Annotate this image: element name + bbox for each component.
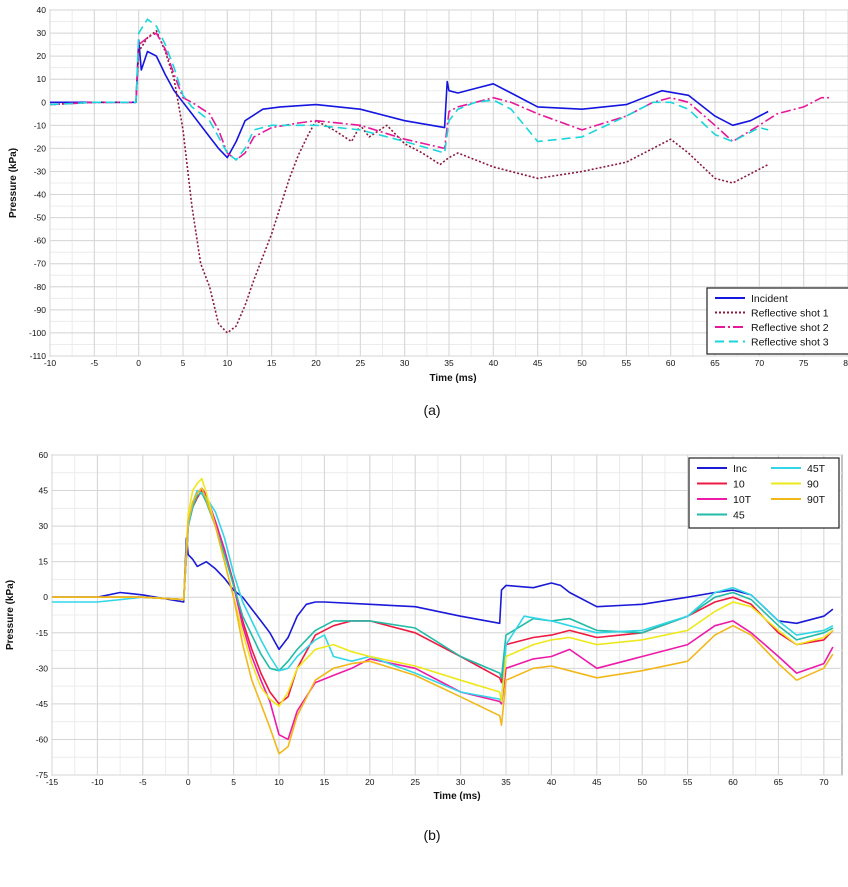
x-tick-label: 65 <box>774 777 784 787</box>
x-tick-label: 25 <box>410 777 420 787</box>
y-tick-label: -75 <box>36 770 49 780</box>
y-tick-label: -60 <box>36 734 49 744</box>
series-group <box>50 18 831 334</box>
x-tick-label: 45 <box>592 777 602 787</box>
x-tick-label: 20 <box>311 358 321 368</box>
x-tick-label: 5 <box>231 777 236 787</box>
x-tick-label: 40 <box>547 777 557 787</box>
legend-label: Reflective shot 1 <box>751 308 829 320</box>
y-tick-label: -30 <box>34 166 47 176</box>
figure-caption: (b) <box>423 827 440 843</box>
x-tick-label: 40 <box>489 358 499 368</box>
x-tick-label: 0 <box>136 358 141 368</box>
x-tick-label: -15 <box>46 777 59 787</box>
x-tick-label: 50 <box>577 358 587 368</box>
legend: Incident Reflective shot 1 Reflective shot… <box>706 287 848 355</box>
y-tick-label: -110 <box>30 351 47 361</box>
x-tick-label: 75 <box>799 358 809 368</box>
y-axis-label: Pressure (kPa) <box>5 580 16 650</box>
x-tick-label: 35 <box>501 777 511 787</box>
grid <box>51 454 842 776</box>
x-tick-label: 45 <box>533 358 543 368</box>
x-axis-label: Time (ms) <box>429 373 476 384</box>
series-line-inc <box>52 537 834 651</box>
x-tick-label: 50 <box>637 777 647 787</box>
x-tick-label: 35 <box>444 358 454 368</box>
x-tick-label: 15 <box>320 777 330 787</box>
series-line-90 <box>52 477 834 708</box>
legend-label: Inc <box>733 463 747 475</box>
y-tick-label: 20 <box>37 51 47 61</box>
figure-caption: (a) <box>423 402 440 418</box>
x-tick-label: 30 <box>456 777 466 787</box>
y-tick-label: -70 <box>34 259 47 269</box>
series-line-10t <box>52 487 834 741</box>
y-tick-label: 0 <box>43 592 48 602</box>
y-tick-label: -90 <box>34 305 47 315</box>
y-tick-label: 15 <box>39 557 49 567</box>
y-tick-label: -40 <box>34 190 47 200</box>
x-tick-label: 5 <box>181 358 186 368</box>
x-tick-label: 15 <box>267 358 277 368</box>
y-tick-label: -30 <box>36 663 49 673</box>
x-tick-label: -10 <box>44 358 57 368</box>
series-line-incident <box>50 39 769 159</box>
x-tick-label: 0 <box>186 777 191 787</box>
chart-panel-a: -10-505101520253035404550556065707580403… <box>8 5 848 418</box>
chart-panel-b: -15 -10 -5 0 5 10 15 20 25 30 35 40 45 50 55 60 65 70 60 45… <box>5 450 843 843</box>
x-tick-label: 20 <box>365 777 375 787</box>
x-tick-label: -5 <box>139 777 147 787</box>
legend-box <box>688 457 840 529</box>
x-tick-label: 60 <box>666 358 676 368</box>
y-tick-label: 60 <box>39 450 49 460</box>
y-tick-label: 40 <box>37 5 47 15</box>
y-tick-label: 0 <box>41 97 46 107</box>
y-tick-label: -60 <box>34 236 47 246</box>
x-axis-label: Time (ms) <box>433 791 480 802</box>
y-tick-label: 45 <box>39 486 49 496</box>
x-tick-label: 80 <box>843 358 848 368</box>
x-tick-label: -10 <box>91 777 104 787</box>
x-tick-label: 70 <box>755 358 765 368</box>
legend-label: Reflective shot 2 <box>751 322 829 334</box>
legend-label: 10T <box>733 494 752 506</box>
x-tick-label: 25 <box>356 358 366 368</box>
legend-label: 45 <box>733 510 745 522</box>
legend-label: 90 <box>807 479 819 491</box>
legend-label: 90T <box>807 494 826 506</box>
legend-label: Reflective shot 3 <box>751 337 829 349</box>
x-tick-label: 30 <box>400 358 410 368</box>
y-axis-label: Pressure (kPa) <box>8 148 19 218</box>
y-tick-label: 30 <box>37 28 47 38</box>
legend-label: Incident <box>751 293 788 305</box>
series-group <box>52 477 834 755</box>
y-tick-label: -50 <box>34 213 47 223</box>
series-line-90t <box>52 487 834 755</box>
y-tick-label: 30 <box>39 521 49 531</box>
legend-label: 45T <box>807 463 826 475</box>
x-tick-label: 55 <box>622 358 632 368</box>
legend-label: 10 <box>733 479 745 491</box>
y-tick-label: -10 <box>34 120 47 130</box>
legend: Inc 10 10T 45 45T 90 90T <box>688 457 840 529</box>
y-tick-label: -20 <box>34 143 47 153</box>
x-tick-label: 10 <box>274 777 284 787</box>
y-tick-label: -100 <box>29 328 46 338</box>
x-tick-label: 60 <box>728 777 738 787</box>
series-line-45t <box>52 489 834 703</box>
y-tick-label: -15 <box>36 628 49 638</box>
y-tick-label: -45 <box>36 699 49 709</box>
series-line-45 <box>52 492 834 679</box>
series-line-reflective-shot-2 <box>50 32 831 161</box>
x-tick-label: -5 <box>91 358 99 368</box>
series-line-reflective-shot-1 <box>50 30 769 334</box>
x-tick-label: 65 <box>710 358 720 368</box>
y-tick-label: 10 <box>37 74 47 84</box>
y-tick-label: -80 <box>34 282 47 292</box>
x-tick-label: 55 <box>683 777 693 787</box>
series-line-reflective-shot-3 <box>50 18 769 161</box>
x-tick-label: 70 <box>819 777 829 787</box>
x-tick-label: 10 <box>223 358 233 368</box>
